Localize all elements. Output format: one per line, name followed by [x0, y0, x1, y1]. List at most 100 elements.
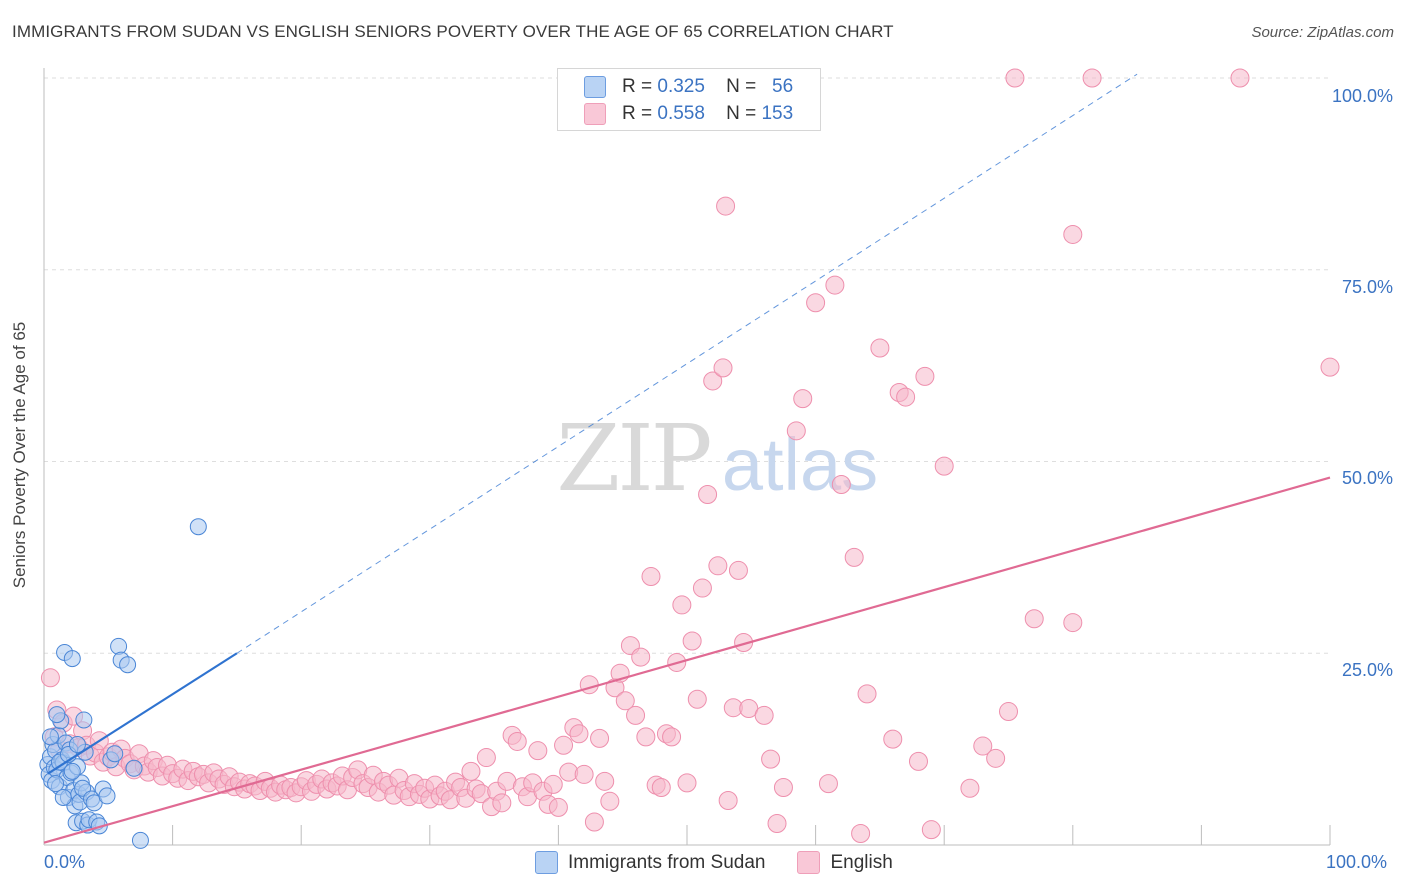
- english-point: [682, 631, 702, 651]
- y-tick-label-100: 100.0%: [1331, 86, 1393, 106]
- bottom-legend-english[interactable]: English: [797, 851, 893, 874]
- english-point: [528, 741, 548, 761]
- english-point: [986, 748, 1006, 768]
- english-point: [600, 791, 620, 811]
- sudan-point: [48, 706, 66, 724]
- english-point: [708, 556, 728, 576]
- y-tick-label-50: 50.0%: [1341, 468, 1393, 488]
- english-point: [825, 275, 845, 295]
- bottom-legend-label-english: English: [830, 851, 893, 873]
- y-tick-label-25: 25.0%: [1341, 660, 1393, 680]
- sudan-trend-line: [47, 652, 238, 775]
- english-point: [713, 358, 733, 378]
- english-point: [584, 812, 604, 832]
- english-point: [590, 728, 610, 748]
- sudan-point: [75, 711, 93, 729]
- english-point: [973, 736, 993, 756]
- english-point: [554, 735, 574, 755]
- sudan-point: [119, 656, 137, 674]
- english-point: [960, 778, 980, 798]
- bottom-legend: Immigrants from Sudan English: [535, 851, 925, 874]
- english-point: [677, 773, 697, 793]
- english-point: [636, 727, 656, 747]
- sudan-point: [131, 831, 149, 849]
- sudan-point: [41, 728, 59, 746]
- english-point: [754, 705, 774, 725]
- legend-r-label: R =: [622, 75, 653, 97]
- english-point: [908, 751, 928, 771]
- english-point: [662, 727, 682, 747]
- english-point: [883, 729, 903, 749]
- sudan-point: [63, 650, 81, 668]
- sudan-point: [110, 637, 128, 655]
- legend-r-value-sudan: 0.325: [657, 75, 705, 97]
- english-point: [934, 456, 954, 476]
- english-point: [1005, 68, 1025, 88]
- english-point: [767, 814, 787, 834]
- english-point: [703, 371, 723, 391]
- legend-n-label: N =: [726, 75, 757, 97]
- trend-lines: [43, 73, 1331, 844]
- legend-r-label: R =: [622, 102, 653, 124]
- y-axis-label: Seniors Poverty Over the Age of 65: [10, 321, 29, 589]
- english-point: [761, 749, 781, 769]
- english-point: [1230, 68, 1250, 88]
- english-point: [40, 668, 60, 688]
- english-point: [831, 475, 851, 495]
- sudan-point: [106, 745, 124, 763]
- english-point: [844, 547, 864, 567]
- legend-r-value-english: 0.558: [657, 102, 705, 124]
- english-point: [626, 705, 646, 725]
- english-point: [569, 724, 589, 744]
- sudan-point: [68, 736, 86, 754]
- english-point: [492, 793, 512, 813]
- english-point: [574, 764, 594, 784]
- english-point: [786, 421, 806, 441]
- english-point: [999, 702, 1018, 722]
- sudan-point: [63, 762, 81, 780]
- source-label: Source: ZipAtlas.com: [1251, 24, 1394, 41]
- sudan-point: [54, 788, 72, 806]
- english-point: [728, 560, 748, 580]
- english-point: [672, 595, 692, 615]
- sudan-trend-extension: [236, 73, 1138, 654]
- legend-swatch-english: [584, 102, 606, 125]
- english-point: [716, 196, 736, 216]
- english-point: [793, 389, 813, 409]
- english-series: [40, 68, 1340, 843]
- legend-n-value-english: 153: [761, 102, 794, 124]
- sudan-point: [189, 518, 207, 536]
- grid-lines: [44, 77, 1330, 654]
- english-point: [615, 691, 635, 711]
- english-point: [548, 797, 568, 817]
- english-point: [857, 684, 877, 704]
- english-point: [806, 293, 826, 313]
- legend: R = 0.325 N = 56 R = 0.558 N = 153: [557, 68, 821, 131]
- bottom-legend-swatch-english: [797, 851, 821, 874]
- english-point: [476, 748, 496, 768]
- english-point: [692, 578, 712, 598]
- y-tick-label-75: 75.0%: [1341, 277, 1393, 297]
- sudan-point: [47, 775, 65, 793]
- svg-text:ZIP: ZIP: [556, 405, 709, 512]
- english-point: [507, 731, 527, 751]
- x-tick-label-0: 0.0%: [44, 852, 86, 872]
- english-point: [773, 777, 793, 797]
- english-point: [870, 338, 890, 358]
- english-trend-line: [43, 476, 1331, 844]
- english-point: [543, 774, 563, 794]
- bottom-legend-sudan[interactable]: Immigrants from Sudan: [535, 851, 765, 874]
- english-point: [921, 820, 941, 840]
- english-point: [1082, 68, 1102, 88]
- legend-row-sudan: R = 0.325 N = 56: [558, 73, 793, 100]
- x-tick-label-100: 100.0%: [1326, 852, 1388, 872]
- legend-row-english: R = 0.558 N = 153: [558, 100, 793, 127]
- english-point: [818, 774, 838, 794]
- sudan-series: [39, 518, 207, 849]
- sudan-point: [125, 759, 143, 777]
- english-point: [851, 823, 871, 843]
- english-point: [687, 689, 707, 709]
- english-point: [461, 761, 481, 781]
- english-point: [579, 675, 599, 695]
